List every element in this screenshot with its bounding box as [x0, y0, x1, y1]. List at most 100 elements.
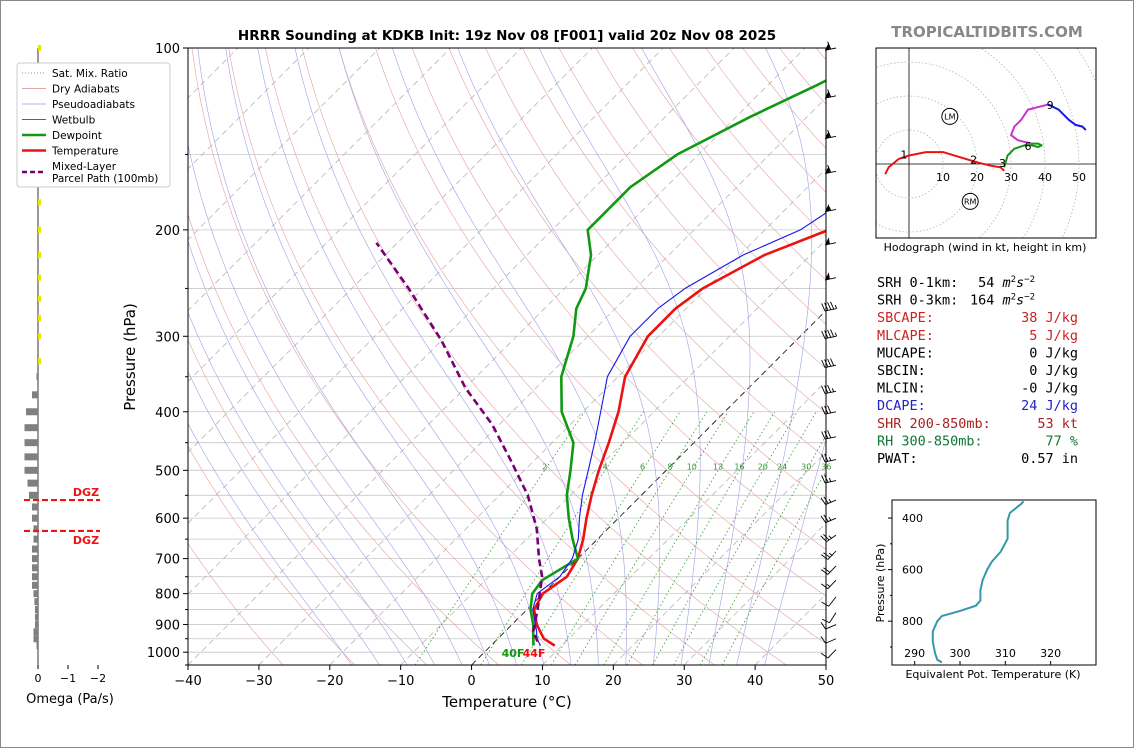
- theta-e-x-tick-label: 300: [950, 647, 971, 660]
- x-tick-label: 50: [818, 674, 835, 689]
- barb-feather: [824, 359, 829, 368]
- barb-shaft: [829, 612, 837, 623]
- hodograph-ring: [1032, 48, 1080, 238]
- omega-bar: [32, 545, 38, 553]
- legend-label: Dry Adiabats: [52, 84, 120, 96]
- wind-barb: [820, 565, 837, 575]
- barb-half-feather: [828, 206, 832, 211]
- barb-feather: [824, 330, 829, 339]
- wind-barb: [820, 621, 837, 630]
- storm-motion-label: RM: [964, 197, 977, 206]
- legend-label: Parcel Path (100mb): [52, 173, 158, 185]
- mixing-ratio-line: [652, 411, 798, 665]
- wind-barb: [820, 514, 837, 524]
- temperature-line: [532, 229, 826, 647]
- dry-adiabat: [448, 48, 826, 504]
- isotherm: [329, 168, 826, 665]
- dry-adiabat: [188, 339, 428, 665]
- x-tick-label: 10: [534, 674, 551, 689]
- index-label: SRH 0-3km:: [877, 293, 958, 309]
- dry-adiabat: [228, 48, 643, 665]
- omega-bar: [35, 613, 38, 621]
- barb-feather: [823, 552, 831, 558]
- skew-t-plot: 2 4 6 8 10 13 16 20 24 30 36 −40 −30 −20 −10 0 10 20 30 40…: [121, 42, 835, 711]
- legend-label: Sat. Mix. Ratio: [52, 68, 128, 80]
- theta-e-line: [931, 500, 1025, 664]
- mixing-ratio-label: 30: [801, 462, 811, 471]
- hodograph-ring: [876, 61, 1012, 238]
- legend-box: [16, 62, 171, 188]
- barb-feather: [820, 497, 826, 505]
- y-tick-label: 600: [155, 512, 180, 527]
- index-label: MUCAPE:: [877, 345, 934, 361]
- omega-bar: [38, 251, 41, 258]
- pseudoadiabat: [225, 48, 517, 665]
- barb-feather: [820, 621, 826, 630]
- omega-bar: [34, 598, 38, 606]
- mixing-ratio-line: [521, 411, 681, 665]
- wind-barb: [820, 550, 837, 560]
- theta-e-y-tick-label: 800: [902, 615, 923, 628]
- omega-bar: [38, 295, 41, 302]
- barb-feather: [820, 535, 827, 543]
- isotherm: [825, 664, 826, 665]
- hodograph-ring-label: 30: [1004, 171, 1018, 184]
- pseudoadiabat: [188, 240, 435, 665]
- barb-feather: [824, 385, 829, 394]
- barb-feather: [827, 405, 832, 414]
- omega-tick-label: −2: [90, 672, 106, 685]
- omega-bar: [38, 226, 41, 233]
- isotherm: [683, 522, 826, 665]
- dry-adiabat: [411, 48, 826, 550]
- barb-feather: [824, 405, 829, 414]
- pseudoadiabat: [764, 438, 826, 665]
- omega-bar: [33, 525, 38, 533]
- barb-feather: [830, 358, 835, 367]
- omega-bar: [33, 635, 38, 643]
- barb-feather: [827, 430, 832, 439]
- pseudoadiabat: [457, 48, 661, 665]
- pseudoadiabat: [188, 143, 463, 665]
- barb-feather: [824, 474, 829, 483]
- barb-feather: [820, 569, 829, 575]
- mixing-ratio-label: 13: [713, 462, 723, 471]
- y-tick-label: 200: [155, 224, 180, 239]
- y-tick-label: 300: [155, 330, 180, 345]
- dry-adiabat: [779, 48, 826, 105]
- omega-panel: 0 −1 −2 Omega (Pa/s) DGZ DGZ: [24, 45, 114, 707]
- dewpoint-line: [529, 79, 826, 646]
- pseudoadiabat: [294, 48, 572, 665]
- barb-feather: [821, 454, 826, 463]
- omega-bars: [24, 45, 100, 650]
- theta-e-frame: [891, 499, 1097, 666]
- theta-e-x-tick-label: 320: [1040, 647, 1061, 660]
- barb-shaft: [827, 565, 837, 575]
- wind-barb: [821, 612, 837, 624]
- x-tick-label: 30: [676, 674, 693, 689]
- wind-barb: [821, 329, 838, 340]
- barb-feather: [824, 430, 829, 439]
- isotherm: [258, 97, 826, 665]
- barb-feather: [821, 431, 826, 440]
- pseudoadiabat: [188, 423, 353, 665]
- wind-barb: [821, 384, 837, 395]
- x-tick-label: 20: [605, 674, 622, 689]
- omega-bar: [24, 424, 38, 432]
- dgz-bottom-label: DGZ: [73, 534, 99, 547]
- wind-barb: [821, 358, 837, 368]
- pseudoadiabat: [197, 48, 490, 665]
- wind-barb: [821, 430, 837, 440]
- index-label: DCAPE:: [877, 398, 926, 414]
- x-axis-label: Temperature (°C): [441, 693, 571, 711]
- y-tick-label: 700: [155, 553, 180, 568]
- barb-feather: [821, 475, 826, 484]
- theta-e-x-label: Equivalent Pot. Temperature (K): [905, 668, 1080, 681]
- y-tick-label: 900: [155, 619, 180, 634]
- omega-bar: [32, 555, 38, 563]
- site-watermark: TROPICALTIDBITS.COM: [891, 23, 1083, 41]
- index-value: 53 kt: [1037, 416, 1078, 432]
- wind-barb: [821, 596, 837, 607]
- barb-feather: [827, 164, 832, 173]
- legend-label: Mixed-Layer: [52, 161, 117, 173]
